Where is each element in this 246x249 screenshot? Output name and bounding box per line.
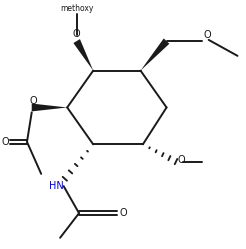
Text: O: O <box>177 155 185 165</box>
Polygon shape <box>73 39 93 71</box>
Text: O: O <box>73 29 80 39</box>
Polygon shape <box>32 104 67 111</box>
Text: O: O <box>120 208 127 218</box>
Text: O: O <box>29 96 37 106</box>
Text: methoxy: methoxy <box>60 4 93 13</box>
Text: HN: HN <box>49 181 64 191</box>
Text: O: O <box>2 137 9 147</box>
Text: O: O <box>203 30 211 40</box>
Polygon shape <box>140 38 169 71</box>
